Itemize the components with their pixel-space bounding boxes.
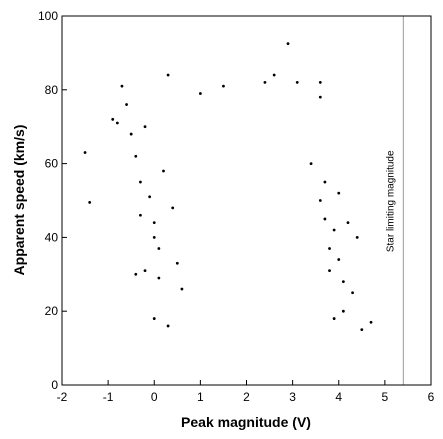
- plot-frame: [61, 15, 432, 386]
- data-point: [175, 261, 179, 265]
- data-point: [309, 162, 313, 166]
- data-point: [332, 228, 336, 232]
- data-point: [180, 287, 184, 291]
- x-tick-label: 3: [289, 390, 296, 404]
- y-tick-label: 40: [45, 230, 59, 244]
- y-tick-label: 0: [51, 378, 58, 392]
- data-point: [115, 121, 119, 125]
- data-point: [88, 200, 92, 204]
- data-points: [83, 42, 373, 332]
- data-point: [157, 276, 161, 280]
- data-point: [143, 269, 147, 273]
- x-tick-label: 4: [335, 390, 342, 404]
- data-point: [129, 132, 133, 136]
- x-tick-label: -1: [103, 390, 114, 404]
- data-point: [166, 73, 170, 77]
- data-point: [341, 280, 345, 284]
- x-tick-label: 2: [243, 390, 250, 404]
- x-axis-title: Peak magnitude (V): [181, 414, 311, 430]
- data-point: [318, 81, 322, 84]
- y-axis-title: Apparent speed (km/s): [11, 125, 27, 276]
- data-point: [166, 324, 170, 328]
- data-point: [222, 84, 225, 88]
- data-point: [125, 103, 128, 106]
- data-point: [328, 247, 331, 250]
- x-tick-label: 1: [197, 390, 204, 404]
- x-tick-label: 6: [428, 390, 435, 404]
- data-point: [198, 92, 202, 95]
- data-point: [162, 169, 165, 173]
- data-point: [139, 213, 142, 217]
- data-point: [355, 236, 359, 239]
- x-tick-label: 0: [151, 390, 158, 404]
- data-point: [346, 221, 350, 225]
- data-point: [323, 180, 327, 184]
- data-point: [83, 151, 87, 154]
- x-tick-label: -2: [57, 390, 68, 404]
- data-point: [332, 317, 336, 320]
- data-point: [263, 81, 267, 84]
- data-point: [328, 269, 331, 273]
- data-point: [337, 258, 341, 261]
- y-tick-label: 100: [38, 9, 58, 23]
- data-point: [152, 317, 156, 320]
- data-point: [272, 73, 276, 77]
- data-point: [120, 84, 124, 88]
- data-point: [139, 180, 142, 184]
- data-point: [148, 195, 152, 199]
- x-tick-label: 5: [382, 390, 389, 404]
- data-point: [152, 236, 156, 239]
- data-point: [323, 217, 327, 221]
- data-point: [157, 247, 161, 250]
- star-limiting-magnitude-label: Star limiting magnitude: [385, 150, 396, 252]
- data-point: [111, 117, 115, 121]
- data-point: [341, 309, 345, 313]
- y-tick-label: 80: [45, 83, 59, 97]
- data-point: [171, 206, 175, 210]
- data-point: [152, 221, 156, 225]
- data-point: [318, 95, 322, 99]
- y-tick-label: 60: [45, 157, 59, 171]
- data-point: [360, 328, 364, 332]
- data-point: [318, 199, 322, 202]
- data-point: [134, 272, 138, 276]
- data-point: [134, 154, 138, 158]
- data-point: [351, 291, 354, 295]
- data-point: [295, 81, 299, 84]
- y-tick-label: 20: [45, 304, 59, 318]
- data-point: [143, 125, 147, 129]
- data-point: [337, 191, 341, 195]
- data-point: [369, 320, 373, 324]
- data-point: [286, 42, 290, 46]
